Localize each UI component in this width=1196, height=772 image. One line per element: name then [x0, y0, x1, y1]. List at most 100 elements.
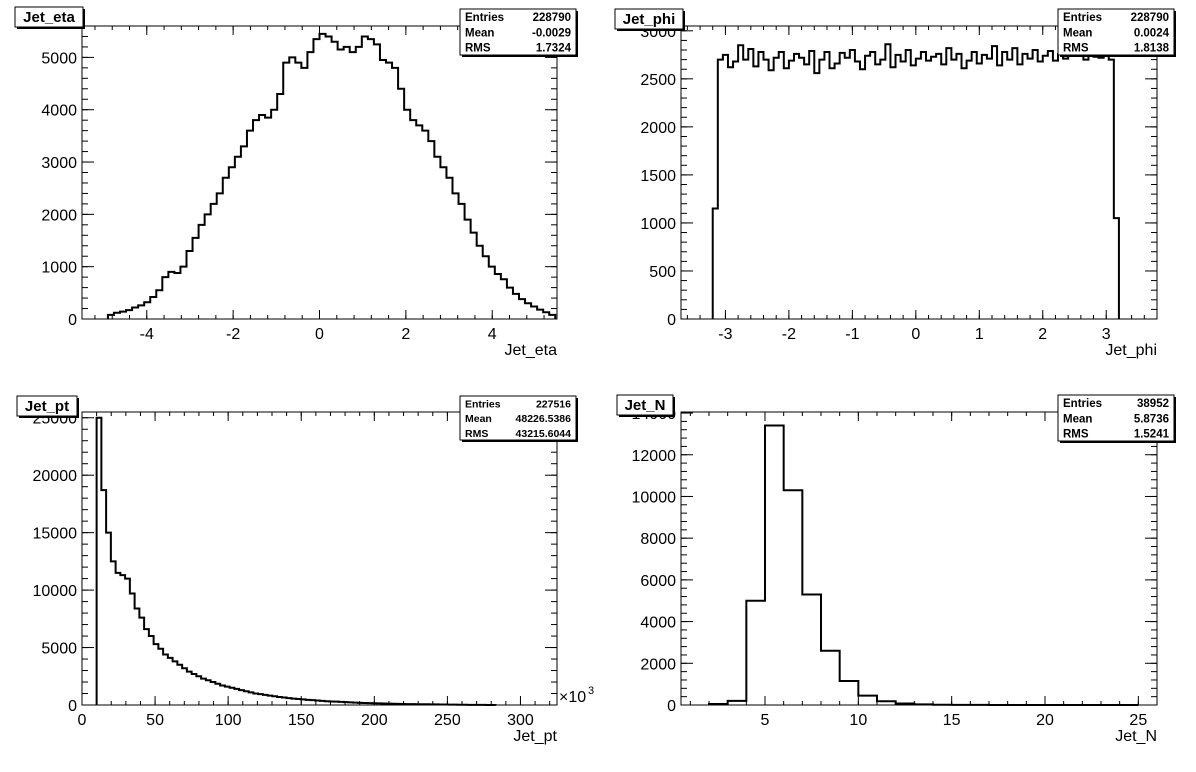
histogram-bin — [217, 193, 223, 319]
x-tick-label: 250 — [434, 712, 461, 729]
x-tick-label: 15 — [943, 712, 961, 729]
x-tick-label: 200 — [361, 712, 388, 729]
histogram-bin — [1043, 56, 1048, 319]
stats-label: RMS — [1063, 429, 1089, 441]
title-box — [14, 6, 84, 28]
x-tick-label: 1 — [975, 326, 984, 343]
histogram-bin — [229, 167, 235, 319]
histogram-bin — [368, 39, 374, 319]
histogram-bin — [931, 57, 936, 319]
histogram-bin — [173, 661, 178, 705]
y-tick-label: 0 — [667, 312, 676, 329]
histogram-bin — [338, 50, 344, 319]
stats-label: Entries — [1063, 12, 1102, 24]
histogram-bin — [880, 60, 885, 319]
histogram-bin — [911, 65, 916, 319]
histogram-panel-jet-eta: -4 -2 0 2 4 0 1000 2000 3000 4000 5000 Jet_eta Jet_e… — [14, 6, 578, 359]
histogram-bin — [235, 157, 241, 319]
histogram-bin — [997, 65, 1002, 319]
histogram-bin — [125, 579, 130, 705]
histogram-bin — [163, 654, 168, 705]
histogram-bin — [865, 56, 870, 319]
stats-value: 1.7324 — [536, 43, 572, 55]
histogram-bin — [386, 63, 392, 319]
y-tick-label: 500 — [649, 264, 676, 281]
histogram-bin — [870, 52, 875, 319]
histogram-bin — [977, 63, 982, 319]
histogram-bin — [344, 47, 350, 319]
y-tick-label: 6000 — [640, 573, 676, 590]
histogram-bin — [177, 665, 182, 705]
histogram-bin — [326, 36, 332, 319]
histogram-bin — [802, 594, 821, 705]
x-axis-multiplier: ×10 — [559, 689, 586, 706]
histogram-bin — [764, 60, 769, 319]
x-tick-label: 4 — [488, 326, 497, 343]
histogram-bin — [1058, 54, 1063, 319]
histogram-bin — [201, 679, 206, 705]
y-tick-label: 0 — [68, 312, 77, 329]
stats-label: Entries — [1063, 398, 1102, 410]
histogram-bin — [1068, 49, 1073, 319]
x-tick-label: -3 — [718, 326, 732, 343]
histogram-bin — [1099, 58, 1104, 319]
histogram-bin — [941, 64, 946, 319]
stats-value: 5.8736 — [1134, 413, 1169, 425]
y-tick-label: 12000 — [632, 448, 677, 465]
histogram-bin — [301, 68, 307, 319]
histogram-bin — [295, 63, 301, 319]
histogram-bin — [392, 68, 398, 319]
histogram-bin — [885, 44, 890, 319]
histogram-bin — [901, 62, 906, 319]
y-tick-label: 2000 — [640, 656, 676, 673]
histogram-bin — [779, 52, 784, 319]
histogram-bin — [1022, 54, 1027, 319]
histogram-bin — [967, 61, 972, 319]
histogram-title: Jet_N — [625, 397, 666, 414]
histogram-bin — [434, 157, 440, 319]
histogram-bin — [733, 62, 738, 319]
histogram-bin — [459, 204, 465, 319]
histogram-bin — [253, 120, 259, 319]
plot-frame — [81, 411, 558, 706]
histogram-bin — [860, 69, 865, 319]
histogram-bin — [144, 629, 149, 705]
histogram-bin — [380, 60, 386, 319]
histogram-bin — [271, 110, 277, 319]
y-tick-label: 15000 — [33, 526, 78, 543]
histogram-bin — [830, 68, 835, 319]
histogram-bin — [192, 674, 197, 705]
histogram-bin — [746, 601, 765, 705]
histogram-bin — [362, 36, 368, 319]
y-tick-label: 10000 — [33, 583, 78, 600]
histogram-bin — [1088, 54, 1093, 319]
y-tick-label: 1500 — [640, 168, 676, 185]
histogram-bin — [265, 118, 271, 319]
histogram-bin — [962, 68, 967, 319]
x-tick-label: 0 — [911, 326, 920, 343]
histogram-bin — [987, 59, 992, 319]
stats-value: 0.0024 — [1134, 27, 1170, 39]
histogram-bin — [111, 561, 116, 705]
y-tick-label: 2500 — [640, 72, 676, 89]
stats-label: RMS — [465, 428, 488, 440]
x-tick-label: 0 — [78, 712, 87, 729]
histogram-bin — [758, 52, 763, 319]
plot-frame — [81, 25, 558, 320]
x-tick-label: 20 — [1036, 712, 1054, 729]
histogram-bin — [332, 42, 338, 319]
histogram-bin — [1083, 60, 1088, 319]
histogram-bin — [748, 49, 753, 319]
y-tick-label: 2000 — [640, 120, 676, 137]
histogram-bin — [196, 676, 201, 705]
stats-value: -0.0029 — [532, 27, 571, 39]
x-tick-label: 10 — [849, 712, 867, 729]
histogram-series-line — [106, 32, 557, 319]
histogram-title: Jet_eta — [23, 9, 75, 26]
histogram-bin — [804, 64, 809, 319]
x-axis-title: Jet_eta — [505, 342, 558, 359]
stats-value: 48226.5386 — [516, 413, 572, 425]
stats-label: Entries — [465, 398, 501, 410]
histogram-bin — [946, 48, 951, 319]
